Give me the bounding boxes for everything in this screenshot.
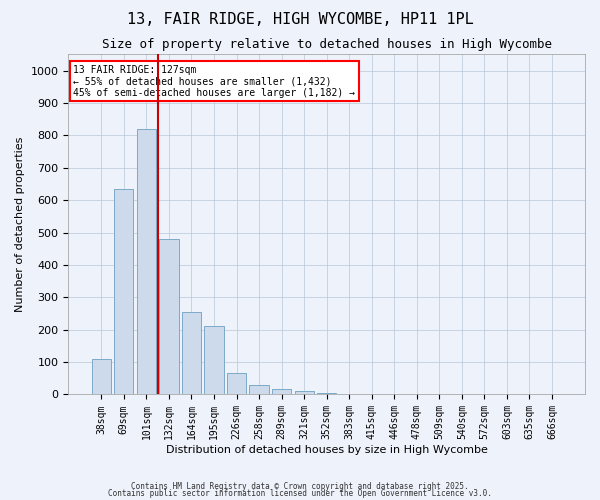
Text: 13, FAIR RIDGE, HIGH WYCOMBE, HP11 1PL: 13, FAIR RIDGE, HIGH WYCOMBE, HP11 1PL bbox=[127, 12, 473, 28]
Y-axis label: Number of detached properties: Number of detached properties bbox=[15, 137, 25, 312]
Title: Size of property relative to detached houses in High Wycombe: Size of property relative to detached ho… bbox=[101, 38, 551, 51]
Text: Contains HM Land Registry data © Crown copyright and database right 2025.: Contains HM Land Registry data © Crown c… bbox=[131, 482, 469, 491]
Text: 13 FAIR RIDGE: 127sqm
← 55% of detached houses are smaller (1,432)
45% of semi-d: 13 FAIR RIDGE: 127sqm ← 55% of detached … bbox=[73, 64, 355, 98]
Bar bbox=[295, 391, 314, 394]
Bar bbox=[205, 326, 224, 394]
Bar bbox=[182, 312, 201, 394]
Bar bbox=[272, 389, 291, 394]
Bar bbox=[114, 189, 133, 394]
Bar bbox=[317, 393, 336, 394]
X-axis label: Distribution of detached houses by size in High Wycombe: Distribution of detached houses by size … bbox=[166, 445, 488, 455]
Bar bbox=[250, 386, 269, 394]
Bar bbox=[92, 359, 111, 394]
Text: Contains public sector information licensed under the Open Government Licence v3: Contains public sector information licen… bbox=[108, 489, 492, 498]
Bar bbox=[137, 129, 156, 394]
Bar bbox=[160, 239, 179, 394]
Bar bbox=[227, 374, 246, 394]
